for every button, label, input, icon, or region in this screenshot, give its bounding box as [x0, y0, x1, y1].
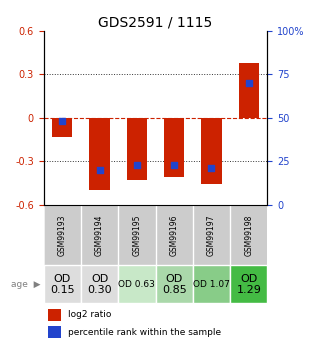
Point: [246, 80, 251, 86]
Text: OD
0.85: OD 0.85: [162, 274, 187, 295]
Bar: [44, 265, 81, 303]
Text: OD 1.07: OD 1.07: [193, 280, 230, 289]
Bar: [81, 265, 118, 303]
Bar: [239, 63, 259, 118]
Bar: [193, 265, 230, 303]
Text: GSM99198: GSM99198: [244, 214, 253, 256]
Bar: [127, 118, 147, 180]
Bar: [118, 265, 156, 303]
Bar: [48, 326, 62, 338]
Point: [134, 162, 139, 167]
Bar: [156, 265, 193, 303]
Text: log2 ratio: log2 ratio: [68, 310, 112, 319]
Point: [172, 162, 177, 167]
Text: GSM99194: GSM99194: [95, 214, 104, 256]
Bar: [201, 118, 222, 184]
Text: age  ▶: age ▶: [11, 280, 40, 289]
Point: [60, 118, 65, 124]
Text: OD
1.29: OD 1.29: [236, 274, 261, 295]
Point: [97, 167, 102, 172]
Text: OD 0.63: OD 0.63: [118, 280, 155, 289]
Text: OD
0.15: OD 0.15: [50, 274, 75, 295]
Bar: [89, 118, 110, 190]
Bar: [164, 118, 184, 177]
Text: GSM99195: GSM99195: [132, 214, 141, 256]
Bar: [48, 309, 62, 321]
Text: GSM99196: GSM99196: [170, 214, 179, 256]
Text: percentile rank within the sample: percentile rank within the sample: [68, 327, 221, 336]
Point: [209, 165, 214, 171]
Bar: [52, 118, 72, 137]
Text: GSM99197: GSM99197: [207, 214, 216, 256]
Text: GSM99193: GSM99193: [58, 214, 67, 256]
Title: GDS2591 / 1115: GDS2591 / 1115: [98, 16, 213, 30]
Text: OD
0.30: OD 0.30: [87, 274, 112, 295]
Bar: [230, 265, 267, 303]
